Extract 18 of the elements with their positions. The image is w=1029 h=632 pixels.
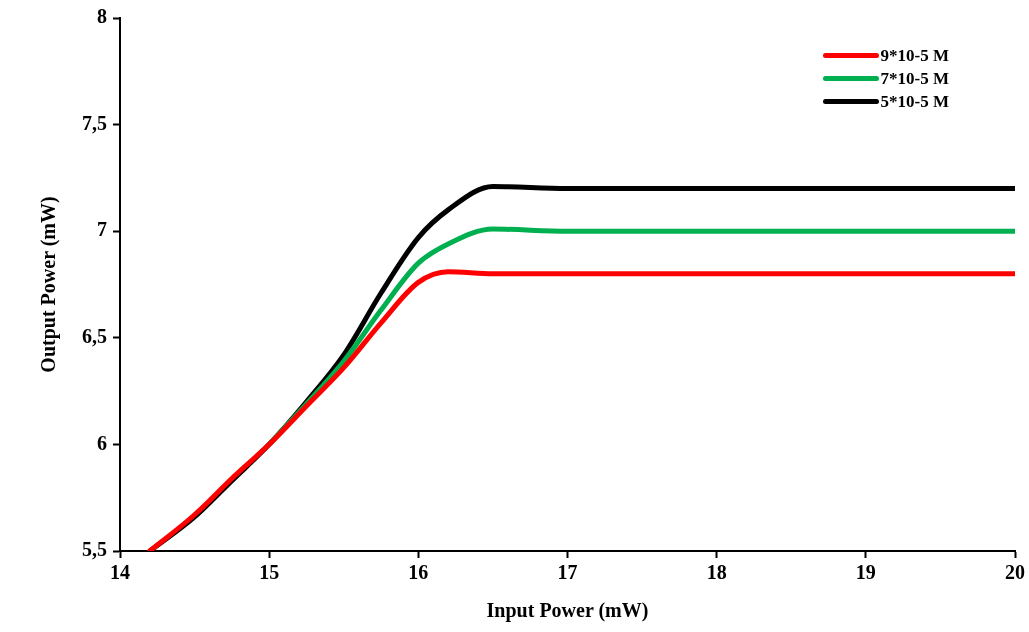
legend-label: 5*10-5 M xyxy=(880,91,949,112)
y-tick-label: 7 xyxy=(97,218,107,241)
x-tick-label: 17 xyxy=(557,561,578,584)
y-tick-label: 6,5 xyxy=(82,324,107,347)
x-tick-label: 18 xyxy=(706,561,727,584)
x-tick-label: 19 xyxy=(855,561,876,584)
y-tick-label: 8 xyxy=(97,5,107,28)
x-tick-label: 15 xyxy=(259,561,280,584)
legend-label: 7*10-5 M xyxy=(880,68,949,89)
y-tick-label: 7,5 xyxy=(82,111,107,134)
legend-label: 9*10-5 M xyxy=(880,45,949,66)
x-axis-title: Input Power (mW) xyxy=(486,599,649,623)
y-tick-label: 6 xyxy=(97,431,107,454)
y-axis-title: Output Power (mW) xyxy=(37,196,61,373)
x-tick-label: 16 xyxy=(408,561,429,584)
x-tick-label: 20 xyxy=(1005,561,1025,584)
x-tick-label: 14 xyxy=(110,561,130,584)
y-tick-label: 5,5 xyxy=(82,538,107,561)
